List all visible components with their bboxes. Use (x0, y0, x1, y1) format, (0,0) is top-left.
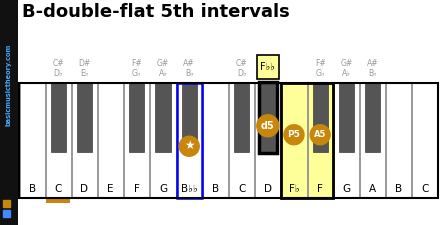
Bar (308, 83, 333, 198)
Text: C: C (238, 184, 245, 194)
Text: C#: C# (236, 58, 247, 68)
Text: D♭: D♭ (54, 68, 63, 77)
Bar (3, 210, 10, 217)
Text: G#: G# (340, 58, 352, 68)
Bar (176, 83, 202, 198)
Text: B♭: B♭ (185, 68, 194, 77)
Bar (312, 83, 328, 152)
Bar (255, 83, 280, 198)
Bar (339, 83, 354, 152)
Text: B: B (395, 184, 402, 194)
Bar (176, 83, 202, 198)
Bar (257, 55, 279, 79)
Bar (72, 83, 97, 198)
Bar (3, 200, 10, 207)
Text: D: D (81, 184, 88, 194)
Bar (365, 83, 380, 152)
Text: D#: D# (78, 58, 91, 68)
Bar (129, 83, 144, 152)
Bar (281, 83, 333, 198)
Text: B: B (212, 184, 219, 194)
Text: B♭♭: B♭♭ (181, 184, 198, 194)
Bar (77, 83, 92, 152)
Bar (412, 83, 437, 198)
Bar (182, 83, 197, 152)
Text: F#: F# (315, 58, 326, 68)
Text: P5: P5 (287, 130, 301, 139)
Bar (150, 83, 176, 198)
Text: A: A (369, 184, 376, 194)
Text: C#: C# (52, 58, 64, 68)
Bar (334, 83, 359, 198)
Text: basicmusictheory.com: basicmusictheory.com (6, 44, 12, 126)
Bar (260, 83, 275, 152)
Circle shape (310, 125, 330, 145)
Text: D: D (264, 184, 272, 194)
Text: F♭♭: F♭♭ (260, 62, 275, 72)
Text: B-double-flat 5th intervals: B-double-flat 5th intervals (22, 3, 290, 21)
Text: G#: G# (157, 58, 169, 68)
Text: A♭: A♭ (342, 68, 351, 77)
Text: F♭: F♭ (289, 184, 299, 194)
Text: A#: A# (367, 58, 378, 68)
Text: G♭: G♭ (132, 68, 142, 77)
Text: G: G (342, 184, 350, 194)
Text: F: F (134, 184, 140, 194)
Bar (19, 83, 438, 198)
Bar (234, 83, 249, 152)
Text: G♭: G♭ (315, 68, 325, 77)
Text: B♭: B♭ (368, 68, 377, 77)
Text: G: G (159, 184, 167, 194)
Text: C: C (55, 184, 62, 194)
Text: A♭: A♭ (158, 68, 168, 77)
Text: B: B (29, 184, 36, 194)
Text: D♭: D♭ (237, 68, 246, 77)
Bar (360, 83, 385, 198)
Text: d5: d5 (261, 121, 275, 131)
Text: A5: A5 (314, 130, 326, 139)
Text: C: C (421, 184, 429, 194)
Text: F: F (317, 184, 323, 194)
Bar (51, 83, 66, 152)
Bar (281, 83, 307, 198)
Bar (259, 82, 277, 153)
Text: F#: F# (132, 58, 142, 68)
Text: E: E (107, 184, 114, 194)
Bar (386, 83, 411, 198)
Circle shape (257, 115, 279, 137)
Bar (229, 83, 254, 198)
Bar (0, 0, 18, 225)
Bar (46, 83, 71, 198)
Bar (46, 199, 70, 203)
Text: ★: ★ (184, 139, 194, 152)
Circle shape (284, 125, 304, 145)
Bar (98, 83, 123, 198)
Bar (124, 83, 150, 198)
Bar (155, 83, 171, 152)
Bar (19, 83, 45, 198)
Bar (203, 83, 228, 198)
Text: E♭: E♭ (80, 68, 88, 77)
Text: A#: A# (183, 58, 195, 68)
Circle shape (179, 136, 199, 156)
